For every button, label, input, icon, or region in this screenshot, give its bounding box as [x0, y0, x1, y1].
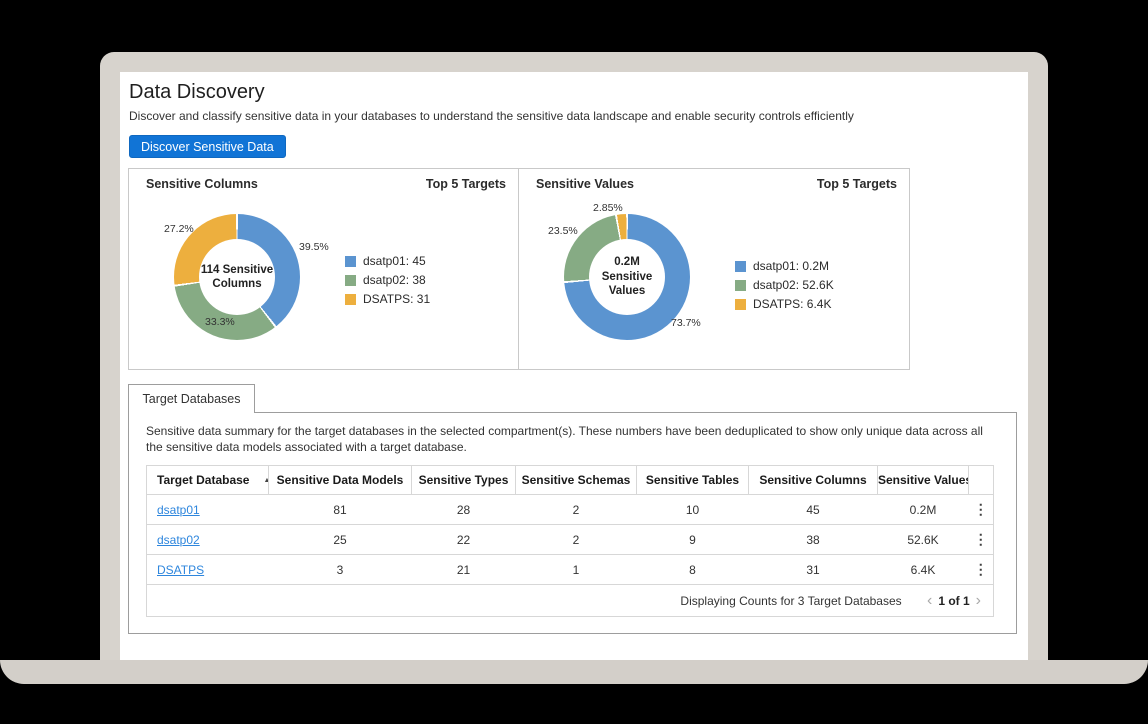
- legend-color-chip: [735, 298, 746, 310]
- legend-item[interactable]: dsatp02: 38: [345, 273, 430, 287]
- cell-types: 28: [411, 494, 516, 525]
- table-footer-row: Displaying Counts for 3 Target Databases…: [147, 585, 994, 617]
- cell-columns: 38: [748, 524, 878, 555]
- legend-item[interactable]: DSATPS: 6.4K: [735, 297, 834, 311]
- previous-page-icon[interactable]: ‹: [927, 591, 933, 609]
- table-header-row: Target Database▲ Sensitive Data Models S…: [146, 465, 994, 495]
- cell-columns: 45: [748, 494, 878, 525]
- cell-models: 81: [268, 494, 412, 525]
- center-line: 114 Sensitive: [200, 263, 274, 276]
- center-line: Sensitive: [601, 270, 653, 283]
- legend-label: dsatp02: 38: [363, 273, 426, 287]
- target-database-link[interactable]: DSATPS: [157, 562, 205, 577]
- column-header-actions: [968, 465, 994, 495]
- sensitive-values-donut[interactable]: 0.2M Sensitive Values: [564, 214, 690, 340]
- page-indicator: 1 of 1: [938, 593, 970, 608]
- cell-tables: 9: [636, 524, 749, 555]
- legend-label: DSATPS: 6.4K: [753, 297, 832, 311]
- legend-item[interactable]: dsatp01: 0.2M: [735, 259, 834, 273]
- chart-title: Sensitive Columns: [146, 177, 258, 191]
- table-summary: Displaying Counts for 3 Target Databases: [680, 593, 902, 608]
- legend-label: dsatp01: 0.2M: [753, 259, 830, 273]
- row-actions-menu-icon[interactable]: ⋮: [973, 501, 988, 517]
- legend-color-chip: [735, 260, 746, 272]
- cell-types: 21: [411, 554, 516, 585]
- donut-center-label: 114 Sensitive Columns: [174, 214, 300, 340]
- cell-values: 0.2M: [877, 494, 969, 525]
- target-database-link[interactable]: dsatp02: [157, 532, 200, 547]
- cell-tables: 10: [636, 494, 749, 525]
- legend-label: DSATPS: 31: [363, 292, 431, 306]
- row-actions-menu-icon[interactable]: ⋮: [973, 561, 988, 577]
- row-actions-menu-icon[interactable]: ⋮: [973, 531, 988, 547]
- sensitive-values-chart: Sensitive Values Top 5 Targets 0.2M Sens…: [519, 169, 909, 369]
- column-header-sensitive-types[interactable]: Sensitive Types: [411, 465, 516, 495]
- donut-hole: [589, 239, 665, 315]
- cell-columns: 31: [748, 554, 878, 585]
- chart-title: Sensitive Values: [536, 177, 634, 191]
- table-row: dsatp02 25 22 2 9 38 52.6K ⋮: [146, 524, 994, 555]
- discover-sensitive-data-button[interactable]: Discover Sensitive Data: [129, 135, 286, 158]
- screen: Data Discovery Discover and classify sen…: [120, 72, 1028, 662]
- legend-item[interactable]: DSATPS: 31: [345, 292, 430, 306]
- column-header-target-database[interactable]: Target Database▲: [146, 465, 269, 495]
- column-header-sensitive-tables[interactable]: Sensitive Tables: [636, 465, 749, 495]
- cell-tables: 8: [636, 554, 749, 585]
- chart-subtitle: Top 5 Targets: [425, 177, 506, 191]
- slice-percent-label: 33.3%: [205, 316, 235, 328]
- target-database-link[interactable]: dsatp01: [157, 502, 200, 517]
- cell-schemas: 2: [515, 524, 637, 555]
- cell-models: 3: [268, 554, 412, 585]
- tab-target-databases[interactable]: Target Databases: [128, 384, 255, 413]
- center-line: Columns: [212, 278, 262, 290]
- slice-percent-label: 2.85%: [593, 202, 623, 214]
- target-databases-panel: Sensitive data summary for the target da…: [128, 412, 1017, 634]
- column-header-sensitive-columns[interactable]: Sensitive Columns: [748, 465, 878, 495]
- column-header-sensitive-data-models[interactable]: Sensitive Data Models: [268, 465, 412, 495]
- column-header-sensitive-values[interactable]: Sensitive Values: [877, 465, 969, 495]
- slice-percent-label: 73.7%: [671, 317, 701, 329]
- cell-schemas: 2: [515, 494, 637, 525]
- chart-legend: dsatp01: 45 dsatp02: 38 DSATPS: 31: [345, 254, 430, 311]
- slice-percent-label: 23.5%: [548, 225, 578, 237]
- cell-schemas: 1: [515, 554, 637, 585]
- charts-panel: Sensitive Columns Top 5 Targets 114 Sens…: [128, 168, 910, 370]
- laptop-bezel: Data Discovery Discover and classify sen…: [100, 52, 1048, 662]
- legend-item[interactable]: dsatp01: 45: [345, 254, 430, 268]
- page-subtitle: Discover and classify sensitive data in …: [129, 109, 854, 123]
- legend-label: dsatp02: 52.6K: [753, 278, 834, 292]
- legend-color-chip: [345, 293, 356, 305]
- sort-ascending-icon[interactable]: ▲: [263, 477, 267, 484]
- center-line: 0.2M: [614, 256, 640, 269]
- legend-color-chip: [345, 274, 356, 286]
- pagination: ‹ 1 of 1 ›: [923, 591, 985, 609]
- table-row: DSATPS 3 21 1 8 31 6.4K ⋮: [146, 554, 994, 585]
- chart-legend: dsatp01: 0.2M dsatp02: 52.6K DSATPS: 6.4…: [735, 259, 834, 316]
- donut-center-label: 0.2M Sensitive Values: [564, 214, 690, 340]
- legend-color-chip: [345, 255, 356, 267]
- cell-values: 6.4K: [877, 554, 969, 585]
- target-databases-table: Target Database▲ Sensitive Data Models S…: [146, 465, 994, 617]
- column-header-sensitive-schemas[interactable]: Sensitive Schemas: [515, 465, 637, 495]
- slice-percent-label: 39.5%: [299, 241, 329, 253]
- table-row: dsatp01 81 28 2 10 45 0.2M ⋮: [146, 494, 994, 525]
- legend-label: dsatp01: 45: [363, 254, 426, 268]
- center-line: Values: [608, 285, 646, 298]
- sensitive-columns-donut[interactable]: 114 Sensitive Columns: [174, 214, 300, 340]
- panel-description: Sensitive data summary for the target da…: [146, 424, 983, 454]
- donut-hole: [199, 239, 275, 315]
- cell-models: 25: [268, 524, 412, 555]
- next-page-icon[interactable]: ›: [975, 591, 981, 609]
- legend-item[interactable]: dsatp02: 52.6K: [735, 278, 834, 292]
- laptop-base: [0, 660, 1148, 684]
- chart-subtitle: Top 5 Targets: [816, 177, 897, 191]
- legend-color-chip: [735, 279, 746, 291]
- slice-percent-label: 27.2%: [164, 223, 194, 235]
- cell-values: 52.6K: [877, 524, 969, 555]
- sensitive-columns-chart: Sensitive Columns Top 5 Targets 114 Sens…: [129, 169, 519, 369]
- cell-types: 22: [411, 524, 516, 555]
- page-title: Data Discovery: [129, 81, 265, 103]
